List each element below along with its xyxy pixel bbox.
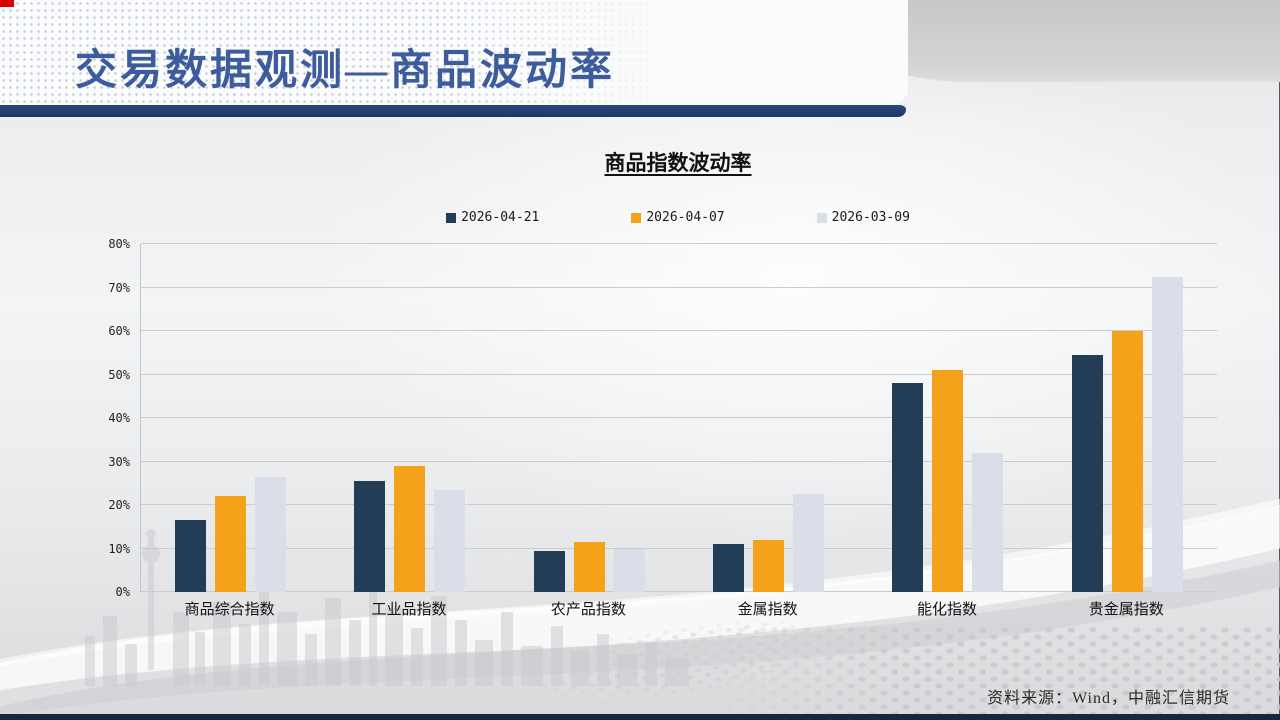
y-tick-label: 30% [108, 454, 130, 469]
y-tick-label: 80% [108, 237, 130, 251]
legend-label: 2026-04-07 [646, 210, 725, 225]
gridline [141, 547, 1217, 549]
bar [932, 370, 964, 592]
bar [713, 544, 745, 592]
source-note: 资料来源：Wind，中融汇信期货 [987, 690, 1230, 707]
plot-area [140, 243, 1217, 592]
x-axis-labels: 商品综合指数 工业品指数 农产品指数 金属指数 能化指数 贵金属指数 [140, 598, 1216, 619]
bar-group [1038, 244, 1217, 592]
bar [1071, 354, 1103, 592]
bar [753, 539, 785, 592]
x-category-label: 贵金属指数 [1088, 602, 1164, 618]
chart-title: 商品指数波动率 [604, 151, 752, 175]
bar [1151, 276, 1183, 592]
bar-group [320, 244, 499, 592]
header-panel-dots [0, 0, 908, 107]
gridline [141, 460, 1217, 462]
x-category-label: 农产品指数 [550, 602, 626, 618]
bar [793, 494, 825, 592]
legend-marker-icon [631, 212, 642, 223]
x-category-label: 能化指数 [916, 602, 977, 618]
gridline [141, 504, 1217, 505]
bar [354, 481, 386, 592]
legend-label: 2026-04-21 [461, 210, 540, 225]
page-title: 交易数据观测—商品波动率 [75, 48, 616, 94]
bar [255, 476, 287, 592]
bar [533, 550, 565, 592]
bar-group [141, 244, 320, 592]
footer-bar [0, 714, 1280, 720]
y-tick-label: 10% [108, 541, 130, 556]
x-category-label: 金属指数 [737, 602, 798, 618]
legend-label: 2026-03-09 [831, 210, 910, 225]
bar [972, 452, 1004, 592]
x-category-label: 商品综合指数 [184, 602, 275, 618]
bar-group [500, 244, 679, 592]
y-axis-labels: 0% 10% 20% 30% 40% 50% 60% 70% 80% [0, 237, 130, 599]
red-corner-mark [0, 0, 14, 7]
gridline [141, 373, 1217, 375]
y-tick-label: 50% [108, 367, 130, 382]
bar [175, 520, 207, 592]
bar [215, 496, 247, 592]
bar [394, 465, 426, 592]
gridline [141, 286, 1217, 288]
bar [573, 541, 605, 592]
legend-item: 2026-03-09 [816, 210, 910, 225]
chart-legend: 2026-04-21 2026-04-07 2026-03-09 [140, 210, 1216, 225]
legend-marker-icon [446, 212, 457, 223]
legend-item: 2026-04-21 [446, 210, 539, 225]
legend-marker-icon [816, 212, 827, 223]
bar [1111, 331, 1143, 592]
gridline [141, 330, 1217, 331]
bar [892, 383, 924, 592]
gridline [141, 417, 1217, 418]
x-category-label: 工业品指数 [371, 602, 447, 618]
gridline [141, 243, 1217, 244]
y-tick-label: 70% [108, 280, 130, 295]
bar-groups [141, 244, 1217, 592]
header-gray-corner [840, 0, 1280, 82]
bar-group [858, 244, 1037, 592]
y-tick-label: 20% [108, 498, 130, 512]
bar-group [679, 244, 858, 592]
bar [613, 548, 645, 592]
legend-item: 2026-04-07 [631, 210, 725, 225]
header-divider-band [0, 105, 906, 117]
y-tick-label: 60% [108, 324, 130, 338]
bar [434, 489, 466, 592]
gridline [141, 591, 1217, 592]
y-tick-label: 0% [115, 585, 130, 599]
y-tick-label: 40% [108, 411, 130, 425]
